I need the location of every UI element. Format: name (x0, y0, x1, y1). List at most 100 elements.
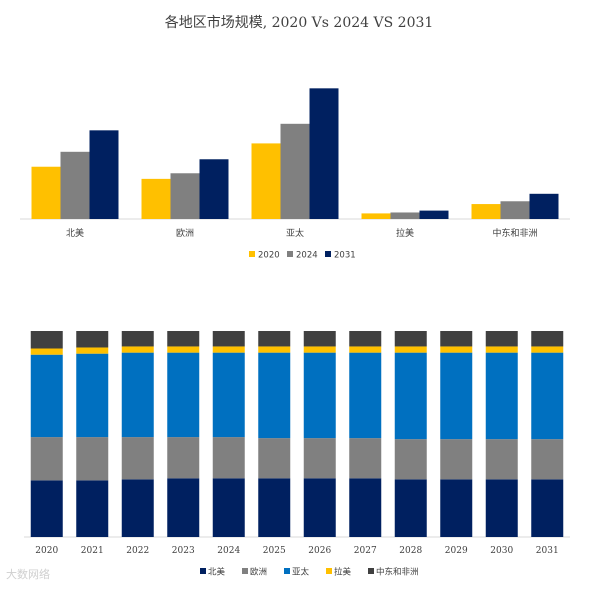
stacked-bar-segment (76, 437, 109, 481)
x-tick-label: 2021 (81, 546, 104, 556)
stacked-bar-segment (212, 331, 245, 347)
stacked-bar-segment (258, 438, 291, 479)
legend-label: 亚太 (292, 567, 310, 578)
legend-label: 2020 (258, 251, 280, 261)
stacked-bar-segment (303, 352, 336, 439)
bar (170, 173, 200, 219)
bar (309, 88, 339, 219)
stacked-bar-segment (212, 346, 245, 353)
watermark-text: 大数网络 (6, 568, 50, 581)
stacked-bar-segment (121, 479, 154, 537)
x-tick-label: 北美 (66, 227, 84, 239)
legend-label: 拉美 (334, 567, 352, 578)
stacked-bar-segment (121, 331, 154, 347)
stacked-bar-segment (531, 346, 564, 353)
legend-swatch (284, 568, 290, 574)
stacked-bar-segment (303, 438, 336, 479)
stacked-bar-segment (212, 478, 245, 537)
legend-swatch (249, 251, 255, 257)
stacked-bar-segment (30, 354, 63, 438)
stacked-bar-segment (440, 479, 473, 537)
x-tick-label: 2024 (217, 546, 240, 556)
stacked-bar-segment (394, 479, 427, 537)
bar (390, 212, 420, 219)
regional-market-bar-chart: 北美 欧洲 亚太 拉美 中东和非洲 2020 2024 2031 (20, 88, 570, 261)
bar (251, 143, 281, 219)
stacked-bar-segment (167, 331, 200, 347)
stacked-bar-segment (121, 352, 154, 438)
bar (280, 123, 310, 219)
stacked-bar-segment (394, 439, 427, 480)
legend-swatch (242, 568, 248, 574)
legend-label: 2024 (296, 251, 318, 261)
stacked-bar-segment (30, 348, 63, 355)
x-tick-label: 2027 (354, 546, 377, 556)
legend-swatch (325, 251, 331, 257)
bar (361, 213, 391, 219)
stacked-bar-segment (485, 439, 518, 480)
stacked-bar-segment (531, 352, 564, 440)
stacked-bar-segment (167, 478, 200, 537)
legend-label: 中东和非洲 (376, 567, 419, 578)
bar (500, 201, 530, 219)
stacked-bar-segment (394, 352, 427, 440)
x-tick-label: 2028 (399, 546, 422, 556)
x-tick-label: 2025 (263, 546, 286, 556)
stacked-bar-segment (485, 346, 518, 353)
bar (471, 204, 501, 219)
stacked-bar-segment (440, 331, 473, 347)
bar (529, 193, 559, 219)
stacked-bar-segment (485, 479, 518, 537)
stacked-bar-segment (121, 346, 154, 353)
stacked-bar-segment (303, 346, 336, 353)
legend-swatch (287, 251, 293, 257)
x-tick-label: 2023 (172, 546, 195, 556)
x-tick-label: 2020 (35, 546, 58, 556)
stacked-bar-segment (76, 480, 109, 537)
stacked-bar-segment (303, 331, 336, 347)
stacked-bar-segment (76, 331, 109, 348)
legend-swatch (368, 568, 374, 574)
stacked-bar-segment (531, 479, 564, 537)
stacked-bar-segment (394, 346, 427, 353)
stacked-bar-segment (30, 480, 63, 537)
legend-swatch (326, 568, 332, 574)
stacked-bar-segment (258, 346, 291, 353)
x-tick-label: 2031 (536, 546, 559, 556)
x-tick-label: 中东和非洲 (492, 227, 537, 239)
stacked-bar-segment (485, 352, 518, 440)
legend-label: 北美 (208, 567, 226, 578)
stacked-bar-segment (258, 352, 291, 439)
x-tick-label: 亚太 (286, 227, 304, 239)
stacked-bar-segment (440, 352, 473, 440)
stacked-bar-segment (212, 352, 245, 438)
stacked-bar-segment (349, 331, 382, 347)
stacked-bar-segment (531, 439, 564, 480)
stacked-bar-segment (485, 331, 518, 347)
stacked-bar-segment (30, 331, 63, 349)
bar (89, 130, 119, 219)
x-tick-label: 2026 (308, 546, 331, 556)
bar (31, 166, 61, 219)
legend-label: 欧洲 (250, 567, 267, 578)
stacked-bar-segment (349, 478, 382, 537)
stacked-bar-segment (76, 353, 109, 438)
stacked-bar-segment (349, 346, 382, 353)
stacked-bar-segment (167, 346, 200, 353)
stacked-bar-segment (258, 478, 291, 537)
x-tick-label: 2030 (490, 546, 513, 556)
stacked-bar-segment (76, 347, 109, 354)
bar (199, 159, 229, 219)
stacked-bar-segment (121, 437, 154, 480)
stacked-bar-segment (394, 331, 427, 347)
stacked-bar-segment (440, 346, 473, 353)
x-tick-label: 2022 (126, 546, 149, 556)
stacked-bar-segment (440, 439, 473, 480)
stacked-bar-segment (349, 438, 382, 479)
stacked-bar-segment (212, 437, 245, 479)
stacked-bar-segment (167, 352, 200, 438)
x-tick-label: 拉美 (396, 227, 414, 239)
x-tick-label: 欧洲 (176, 227, 194, 239)
stacked-bar-segment (30, 437, 63, 481)
